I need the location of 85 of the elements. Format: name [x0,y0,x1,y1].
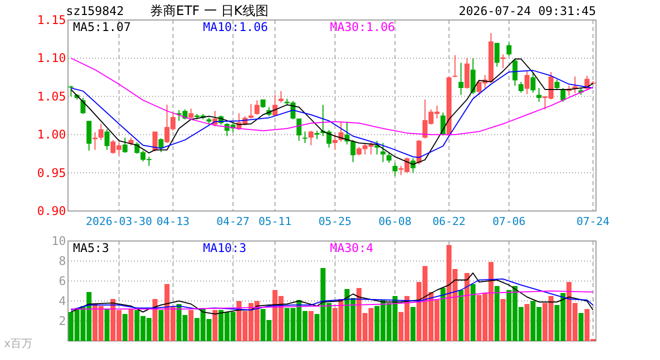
text: MA5:3 [73,241,110,255]
bar [152,299,158,341]
candlestick [86,120,92,152]
x-tick-label: 05-11 [258,215,292,228]
bar [410,307,416,341]
candlestick [506,42,512,56]
candlestick [512,58,518,86]
bar [494,286,500,341]
candlestick [152,131,158,152]
candlestick [386,152,392,164]
x-tick-label: 04-27 [216,215,250,228]
y-tick-label: 1.00 [37,128,66,142]
bar [128,309,134,341]
candlestick [332,134,338,150]
candlestick [470,58,476,95]
candlestick [92,132,98,150]
y-tick-label: 1.05 [37,89,66,104]
y-tick-label: 8 [58,254,66,268]
bar [308,311,314,341]
x-tick-label: 06-22 [432,215,466,228]
line-series [70,290,594,310]
bar [464,273,470,341]
text: MA5:1.07 [73,20,131,34]
y-tick-label: 1.10 [37,51,66,66]
candlestick [416,139,422,165]
y-tick-label: 10 [52,234,66,248]
candlestick [68,85,74,97]
candlestick [530,72,536,94]
line-series [70,278,594,310]
x-tick-label: 07-06 [492,215,526,228]
y-tick-label: 0.95 [37,166,66,180]
bar [578,313,584,341]
y-tick-label: 0.90 [37,204,66,218]
candlestick [122,137,128,154]
y-tick-label: 6 [58,274,66,288]
x-tick-label: 04-13 [156,215,190,228]
bar [500,299,506,341]
y-tick-label: 2 [58,314,66,328]
candlestick [536,87,542,102]
candlestick [524,70,530,95]
x-tick-label: 07-24 [576,215,610,228]
candlestick [296,118,302,142]
text: MA10:3 [203,241,246,255]
candlestick [494,42,500,68]
candlestick [452,54,458,78]
text: MA30:1.06 [330,20,396,34]
bar [188,310,194,341]
x-tick-label: 06-08 [378,215,412,228]
bar [158,310,164,341]
text: MA10:1.06 [203,20,268,34]
bar [104,309,110,341]
text: 2026-07-24 09:31:45 [458,4,596,18]
text: MA30:4 [330,241,374,255]
candlestick [302,131,308,144]
chart-title: 券商ETF 一 日K线图 [150,4,268,19]
candlestick [518,81,524,94]
candlestick [308,130,314,146]
candlestick [350,139,356,163]
bar [122,314,128,341]
candlestick [554,79,560,90]
candlestick [104,128,110,150]
candlestick [248,104,254,120]
bar [440,288,446,341]
candlestick [98,123,104,140]
candlestick [500,54,506,69]
candlestick [392,162,398,176]
candlestick [158,138,164,153]
candlestick [278,90,284,104]
bar [524,304,530,341]
x-tick-label: 2026-03-30 [86,215,152,228]
line-series [70,58,594,136]
text: sz159842 [66,4,124,18]
candlestick [188,108,194,120]
candlestick [254,100,260,116]
line-series [70,272,594,314]
candlestick [458,62,464,96]
bar [470,284,476,341]
y-tick-label: 4 [58,294,66,308]
bar [458,290,464,341]
candlestick [380,142,386,163]
x-tick-label: 05-25 [318,215,352,228]
y-tick-label: 1.15 [37,13,66,27]
bar [212,310,218,341]
y-axis-title: x百万 [4,337,33,350]
candlestick [80,97,86,114]
